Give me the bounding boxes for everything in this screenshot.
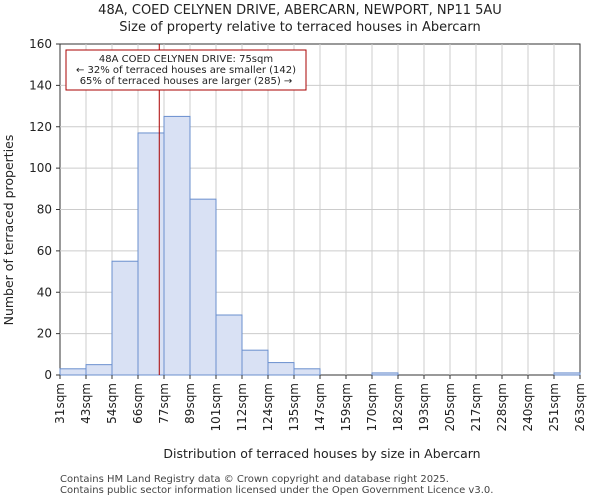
x-tick-label: 205sqm xyxy=(443,383,457,431)
annotation-box: 48A COED CELYNEN DRIVE: 75sqm ← 32% of t… xyxy=(65,49,307,91)
footer-line-2: Contains public sector information licen… xyxy=(60,485,494,496)
x-tick-label: 54sqm xyxy=(105,383,119,424)
bar-89sqm xyxy=(189,198,217,376)
x-tick-label: 66sqm xyxy=(131,383,145,424)
x-tick-label: 43sqm xyxy=(79,383,93,424)
bar-251sqm xyxy=(553,372,581,376)
bar-31sqm xyxy=(59,368,87,376)
x-tick-label: 77sqm xyxy=(157,383,171,424)
x-tick-label: 147sqm xyxy=(313,383,327,431)
x-tick-label: 240sqm xyxy=(521,383,535,431)
y-tick-label: 100 xyxy=(29,161,52,175)
bar-43sqm xyxy=(85,364,113,376)
x-tick-label: 31sqm xyxy=(53,383,67,424)
bar-66sqm xyxy=(137,132,165,376)
bar-101sqm xyxy=(215,314,243,376)
x-axis-label: Distribution of terraced houses by size … xyxy=(163,446,480,461)
x-tick-label: 89sqm xyxy=(183,383,197,424)
y-axis-label: Number of terraced properties xyxy=(1,135,16,326)
y-tick-label: 20 xyxy=(37,327,52,341)
y-axis-ticks: 0 20 40 60 80 100 120 140 160 xyxy=(29,37,60,382)
x-tick-label: 101sqm xyxy=(209,383,223,431)
bar-124sqm xyxy=(267,362,295,376)
x-tick-label: 217sqm xyxy=(469,383,483,431)
bar-54sqm xyxy=(111,260,139,376)
chart-title-line2: Size of property relative to terraced ho… xyxy=(119,20,480,35)
x-tick-label: 112sqm xyxy=(235,383,249,431)
y-tick-label: 0 xyxy=(44,368,52,382)
y-tick-label: 40 xyxy=(37,285,52,299)
x-tick-label: 193sqm xyxy=(417,383,431,431)
annotation-line-2: ← 32% of terraced houses are smaller (14… xyxy=(76,65,296,76)
x-tick-label: 263sqm xyxy=(573,383,587,431)
x-tick-label: 124sqm xyxy=(261,383,275,431)
y-tick-label: 80 xyxy=(37,203,52,217)
x-tick-label: 159sqm xyxy=(339,383,353,431)
y-tick-label: 140 xyxy=(29,78,52,92)
y-tick-label: 160 xyxy=(29,37,52,51)
x-tick-label: 228sqm xyxy=(495,383,509,431)
x-tick-label: 135sqm xyxy=(287,383,301,431)
footer-line-1: Contains HM Land Registry data © Crown c… xyxy=(60,474,449,485)
bar-170sqm xyxy=(371,372,399,376)
x-tick-label: 182sqm xyxy=(391,383,405,431)
annotation-line-1: 48A COED CELYNEN DRIVE: 75sqm xyxy=(99,54,273,65)
bar-112sqm xyxy=(241,349,269,376)
chart-title-line1: 48A, COED CELYNEN DRIVE, ABERCARN, NEWPO… xyxy=(98,3,502,18)
bar-77sqm xyxy=(163,115,191,376)
annotation-line-3: 65% of terraced houses are larger (285) … xyxy=(80,76,293,87)
y-tick-label: 60 xyxy=(37,244,52,258)
annotation-frame xyxy=(65,49,307,91)
x-tick-label: 251sqm xyxy=(547,383,561,431)
y-tick-label: 120 xyxy=(29,120,52,134)
bar-135sqm xyxy=(293,368,321,376)
x-axis-ticks: 31sqm 43sqm 54sqm 66sqm 77sqm 89sqm 101sqm 112s… xyxy=(53,375,587,431)
x-tick-label: 170sqm xyxy=(365,383,379,431)
